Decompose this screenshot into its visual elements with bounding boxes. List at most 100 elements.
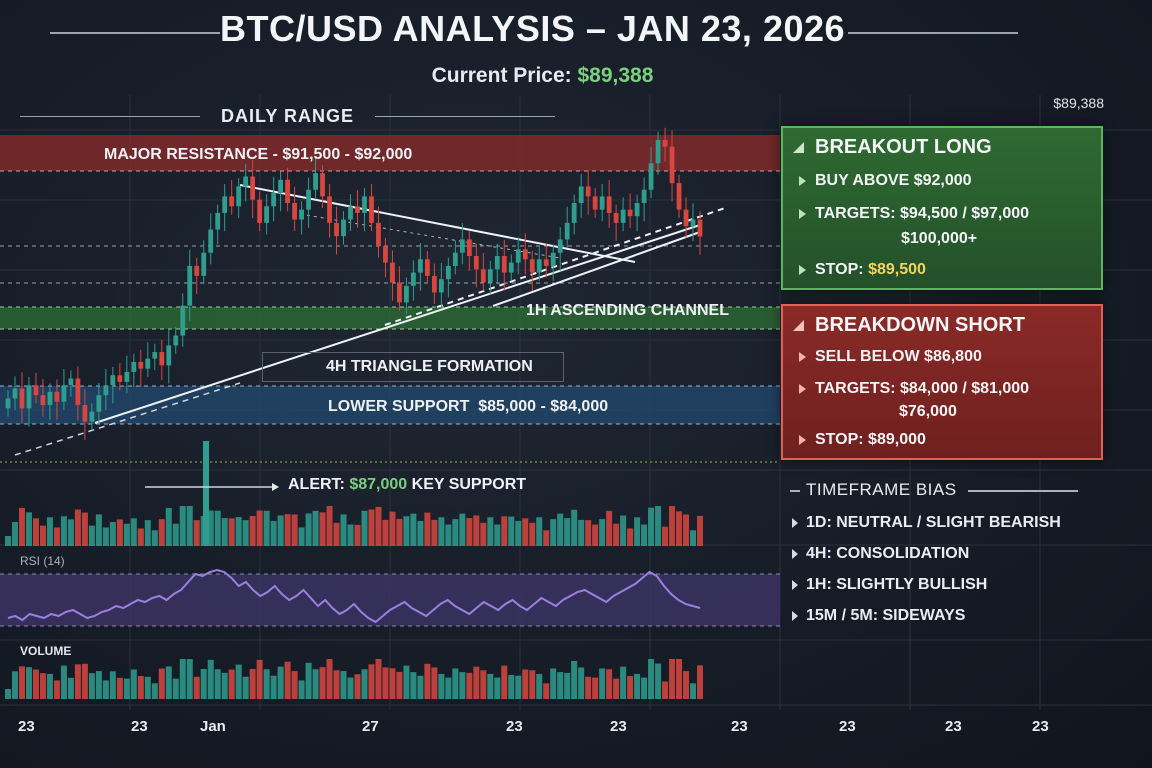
candle-body: [194, 265, 200, 276]
volume-bar: [585, 520, 592, 546]
alert-suffix: KEY SUPPORT: [411, 476, 527, 493]
candle-body: [648, 163, 654, 190]
volume-bar: [221, 518, 228, 546]
lower-support-label: LOWER SUPPORT $85,000 - $84,000: [328, 398, 609, 415]
volume-bar: [88, 525, 95, 546]
breakdown-stop: STOP: $89,000: [799, 431, 926, 449]
volume-bar: [137, 528, 144, 546]
volume-bar: [263, 669, 270, 699]
volume-bar: [60, 665, 67, 699]
candle-body: [334, 222, 339, 237]
volume-bar: [543, 530, 550, 546]
resistance-slope-line: [299, 213, 561, 259]
volume-bar: [165, 666, 172, 699]
volume-bar: [172, 523, 179, 546]
volume-bar: [522, 518, 529, 546]
volume-bar: [424, 512, 431, 546]
volume-bar: [284, 661, 291, 699]
candle-body: [264, 206, 270, 223]
volume-bar: [123, 523, 130, 546]
volume-bar: [592, 524, 599, 546]
bias-item-text: 1D: NEUTRAL / SLIGHT BEARISH: [806, 514, 1061, 531]
candle-body: [697, 219, 703, 237]
volume-bar: [249, 669, 256, 699]
volume-bar: [46, 673, 53, 699]
candle-body: [501, 256, 507, 273]
volume-bar: [144, 520, 151, 546]
candle-body: [571, 203, 577, 223]
candle-body: [173, 335, 179, 346]
volume-bar: [340, 671, 347, 699]
x-tick: 23: [731, 718, 748, 735]
volume-bar: [522, 669, 529, 699]
volume-bar: [46, 517, 53, 546]
candle-body: [445, 265, 451, 280]
volume-bar: [116, 677, 123, 699]
candle-body: [54, 391, 60, 402]
candle-body: [12, 388, 18, 399]
candle-body: [355, 206, 360, 213]
volume-bar: [319, 512, 326, 546]
volume-bar: [256, 510, 263, 546]
candle-body: [26, 385, 32, 409]
bullet-icon: [799, 265, 806, 275]
candle-body: [19, 388, 25, 409]
volume-bar: [403, 516, 410, 546]
volume-bar: [396, 518, 403, 546]
volume-bar: [165, 507, 172, 546]
volume-bar: [109, 521, 116, 546]
volume-bar: [53, 527, 60, 546]
volume-bar: [501, 516, 508, 546]
breakdown-targets: TARGETS: $84,000 / $81,000: [799, 380, 1029, 398]
volume-bar: [480, 522, 487, 546]
breakdown-sell: SELL BELOW $86,800: [799, 348, 982, 366]
volume-bar: [39, 673, 46, 699]
candle-body: [285, 179, 290, 203]
candle-body: [313, 173, 318, 190]
volume-bar: [459, 672, 466, 699]
volume-bar: [186, 506, 193, 546]
volume-bar: [676, 511, 683, 546]
candle-body: [208, 229, 214, 253]
candle-body: [236, 186, 242, 207]
price-axis-current: $89,388: [1053, 95, 1104, 111]
ascending-channel-label: 1H ASCENDING CHANNEL: [526, 302, 729, 319]
volume-bar: [676, 659, 683, 699]
volume-bar: [130, 669, 137, 699]
channel-lower-line: [492, 231, 701, 307]
candle-body: [578, 186, 584, 203]
volume-bar: [389, 668, 396, 699]
volume-bar: [81, 512, 88, 546]
volume-bar: [613, 523, 620, 546]
daily-range-rule-right: [375, 116, 555, 117]
candle-body: [515, 249, 521, 263]
volume-bar: [508, 516, 515, 546]
candle-body: [75, 378, 81, 406]
volume-bar: [354, 524, 361, 546]
volume-bar: [361, 510, 368, 546]
volume-bar: [662, 526, 669, 546]
candle-body: [466, 239, 472, 256]
volume-bar: [312, 510, 319, 546]
volume-bar: [438, 517, 445, 546]
breakout-buy: BUY ABOVE $92,000: [799, 172, 972, 190]
volume-bar: [641, 524, 648, 546]
volume-bar: [396, 671, 403, 699]
candle-body: [438, 279, 444, 293]
volume-bar: [228, 669, 235, 699]
volume-bar: [263, 510, 270, 546]
volume-bar: [270, 520, 277, 546]
volume-bar: [81, 663, 88, 699]
candle-body: [529, 259, 535, 273]
volume-bar: [18, 666, 25, 699]
volume-bar: [5, 689, 11, 699]
volume-bar: [228, 518, 235, 546]
volume-bar: [494, 524, 501, 546]
rsi-line: [7, 568, 701, 624]
volume-bar: [690, 530, 697, 546]
breakout-long-title: BREAKOUT LONG: [815, 136, 992, 158]
bias-item-text: 15M / 5M: SIDEWAYS: [806, 607, 966, 624]
candle-body: [641, 189, 647, 203]
candle-body: [278, 179, 284, 194]
candle-body: [96, 395, 102, 412]
